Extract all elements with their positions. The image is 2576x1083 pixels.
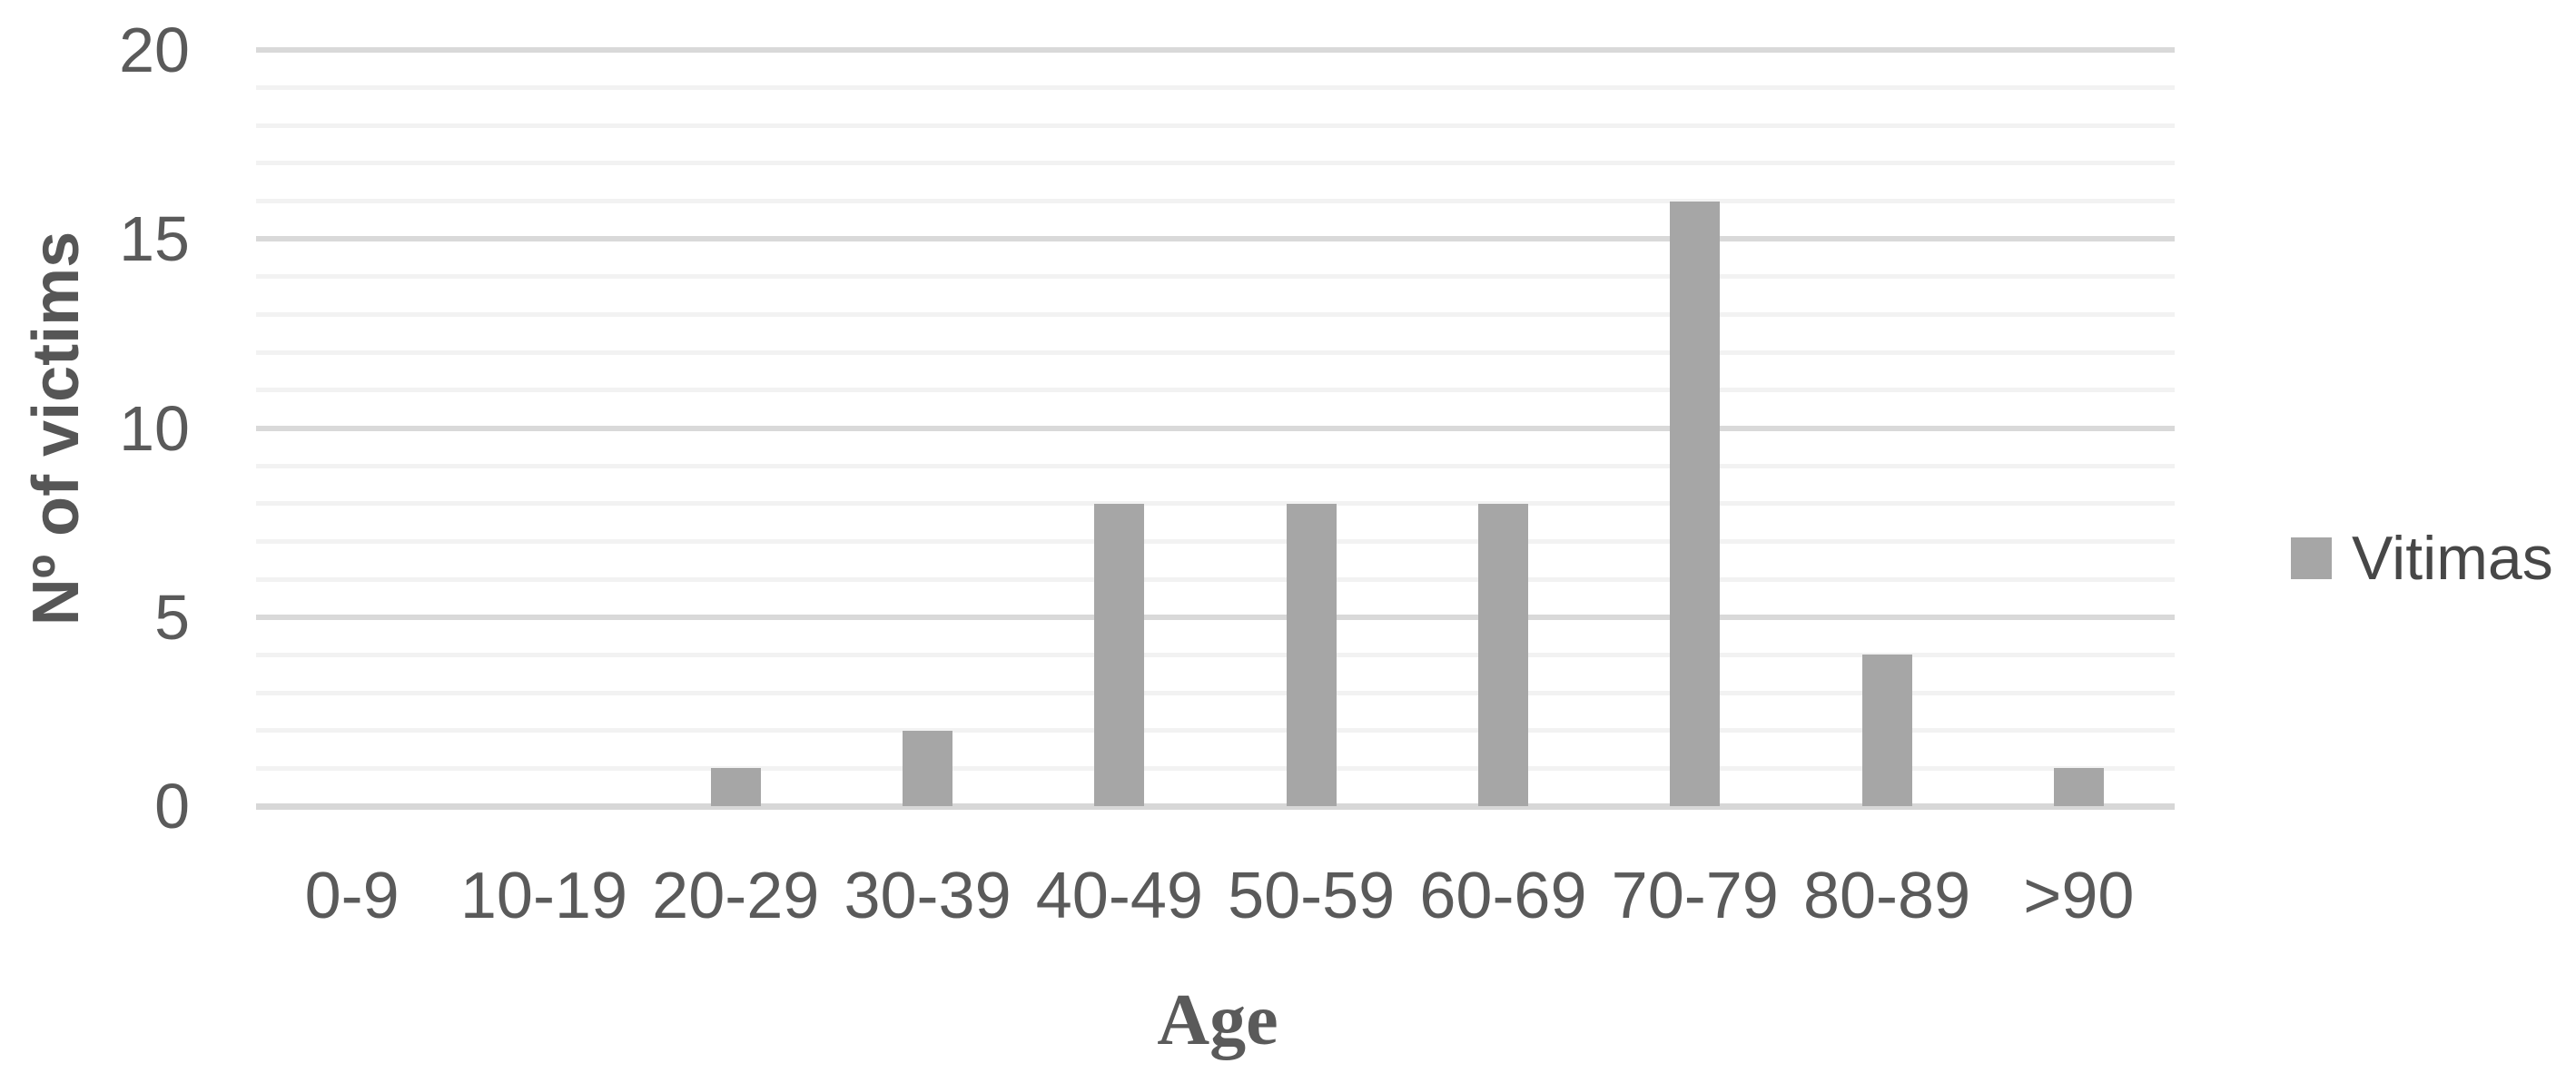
x-tick-label: 50-59: [1228, 860, 1396, 932]
bar-5059: [1286, 503, 1337, 806]
bar-6069: [1477, 503, 1528, 806]
x-tick-label: 0-9: [304, 860, 400, 932]
x-axis-title: Age: [1157, 980, 1278, 1060]
bar-2029: [710, 768, 761, 806]
y-tick-label: 5: [154, 581, 190, 653]
x-tick-label: >90: [2023, 860, 2135, 932]
minor-gridline: [256, 199, 2175, 204]
minor-gridline: [256, 728, 2175, 733]
minor-gridline: [256, 350, 2175, 355]
minor-gridline: [256, 576, 2175, 582]
bar-4049: [1094, 503, 1145, 806]
minor-gridline: [256, 538, 2175, 544]
x-tick-label: 60-69: [1419, 860, 1587, 932]
minor-gridline: [256, 388, 2175, 393]
bar-3039: [903, 730, 953, 806]
minor-gridline: [256, 85, 2175, 91]
plot-area: [256, 47, 2175, 810]
x-tick-label: 70-79: [1611, 860, 1779, 932]
minor-gridline: [256, 690, 2175, 695]
legend: Vitimas: [2291, 527, 2553, 589]
legend-swatch-icon: [2291, 537, 2332, 579]
minor-gridline: [256, 274, 2175, 280]
minor-gridline: [256, 161, 2175, 166]
minor-gridline: [256, 765, 2175, 771]
major-gridline: [256, 236, 2175, 242]
major-gridline: [256, 425, 2175, 431]
bar-8089: [1861, 655, 1912, 806]
minor-gridline: [256, 123, 2175, 128]
x-tick-label: 20-29: [652, 860, 820, 932]
minor-gridline: [256, 652, 2175, 657]
y-tick-label: 10: [119, 392, 190, 464]
y-tick-label: 15: [119, 203, 190, 275]
minor-gridline: [256, 463, 2175, 468]
x-axis-line: [256, 802, 2175, 810]
x-tick-label: 80-89: [1802, 860, 1971, 932]
bar-90: [2053, 768, 2104, 806]
x-tick-label: 40-49: [1035, 860, 1203, 932]
legend-label: Vitimas: [2352, 524, 2553, 593]
x-tick-label: 30-39: [844, 860, 1012, 932]
minor-gridline: [256, 501, 2175, 507]
bar-7079: [1670, 201, 1721, 806]
major-gridline: [256, 47, 2175, 53]
x-tick-label: 10-19: [459, 860, 628, 932]
major-gridline: [256, 614, 2175, 620]
y-tick-label: 0: [154, 771, 190, 842]
minor-gridline: [256, 312, 2175, 318]
y-tick-label: 20: [119, 15, 190, 85]
